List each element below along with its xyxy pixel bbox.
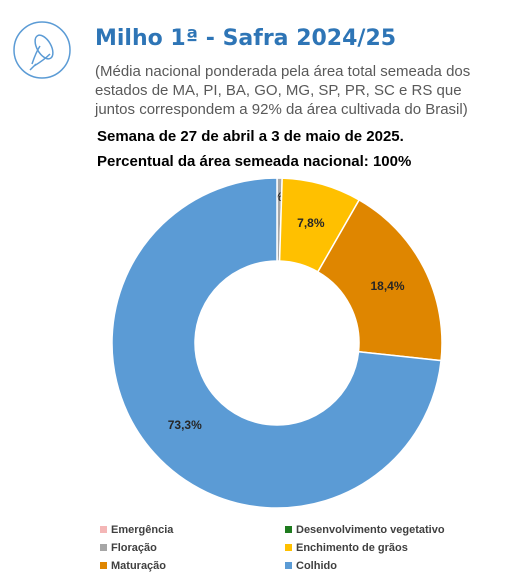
legend-swatch — [285, 544, 292, 551]
legend-label: Emergência — [111, 524, 174, 536]
donut-slice — [316, 198, 443, 362]
data-label: 18,4% — [370, 279, 404, 293]
corn-icon — [13, 21, 71, 79]
annotation: Semana de 27 de abril a 3 de maio de 202… — [97, 128, 404, 145]
donut: 0,5%7,8%18,4%73,3% — [111, 177, 443, 509]
legend-swatch — [100, 562, 107, 569]
annotation: Percentual da área semeada nacional: 100… — [97, 153, 412, 170]
legend-label: Enchimento de grãos — [296, 542, 408, 554]
legend-swatch — [100, 526, 107, 533]
legend-swatch — [285, 526, 292, 533]
chart-title: Milho 1ª - Safra 2024/25 — [95, 26, 397, 51]
legend-swatch — [285, 562, 292, 569]
donut-slice — [111, 177, 442, 509]
legend-swatch — [100, 544, 107, 551]
data-label: 73,3% — [168, 418, 202, 432]
chart-subtitle: (Média nacional ponderada pela área tota… — [95, 63, 471, 118]
legend-label: Desenvolvimento vegetativo — [296, 524, 445, 536]
data-label: 7,8% — [297, 216, 325, 230]
legend-label: Colhido — [296, 560, 337, 572]
legend-label: Maturação — [111, 560, 166, 572]
legend-label: Floração — [111, 542, 157, 554]
